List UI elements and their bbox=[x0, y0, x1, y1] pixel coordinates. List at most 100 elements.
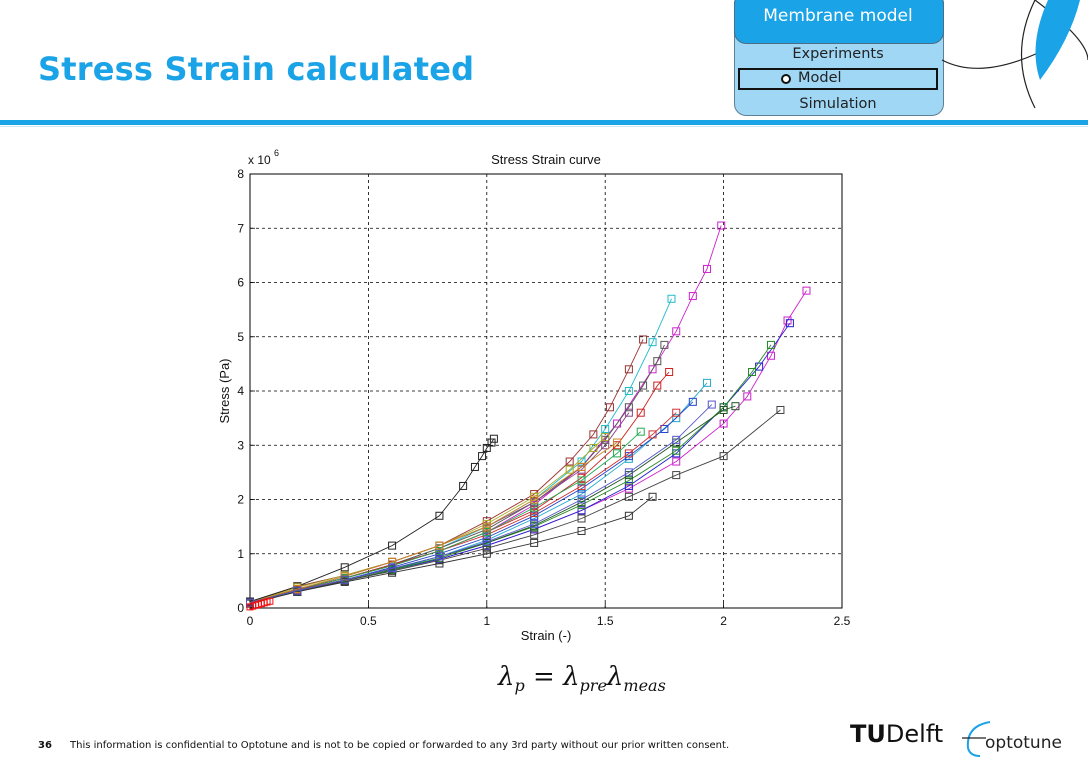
data-point bbox=[565, 457, 574, 466]
data-point bbox=[672, 471, 681, 480]
data-point bbox=[577, 462, 586, 471]
data-point bbox=[648, 492, 657, 501]
data-point bbox=[266, 597, 274, 605]
y-multiplier-exponent: 6 bbox=[274, 148, 279, 158]
data-point bbox=[672, 414, 681, 423]
series-line bbox=[249, 431, 642, 604]
data-point bbox=[482, 528, 491, 537]
data-point bbox=[660, 424, 669, 433]
page-number: 36 bbox=[38, 740, 52, 751]
chart-series-group bbox=[246, 221, 811, 611]
data-point bbox=[703, 264, 712, 273]
data-point bbox=[624, 468, 633, 477]
nav-item-model[interactable]: Model bbox=[798, 70, 842, 86]
data-point bbox=[636, 427, 645, 436]
data-point bbox=[435, 552, 444, 561]
data-point bbox=[688, 292, 697, 301]
data-point bbox=[613, 449, 622, 458]
data-point bbox=[293, 586, 302, 595]
data-point bbox=[748, 368, 757, 377]
section-nav-title: Membrane model bbox=[763, 6, 913, 26]
y-axis-label: Stress (Pa) bbox=[217, 358, 232, 423]
series-line bbox=[249, 436, 606, 604]
data-point bbox=[482, 522, 491, 531]
data-point bbox=[482, 537, 491, 546]
y-multiplier-label: x 10 bbox=[248, 153, 271, 167]
data-point bbox=[802, 286, 811, 295]
data-point bbox=[672, 408, 681, 417]
data-point bbox=[605, 403, 614, 412]
formula-sub-pre: pre bbox=[579, 676, 607, 696]
formula-sub-meas: meas bbox=[623, 676, 666, 696]
data-point bbox=[624, 408, 633, 417]
data-point bbox=[624, 481, 633, 490]
title-divider bbox=[0, 120, 1088, 125]
x-tick-label: 0 bbox=[247, 614, 254, 628]
data-point bbox=[388, 541, 397, 550]
data-point bbox=[703, 378, 712, 387]
data-point bbox=[577, 506, 586, 515]
data-point bbox=[470, 462, 479, 471]
data-point bbox=[530, 509, 539, 518]
data-point bbox=[766, 340, 775, 349]
data-point bbox=[530, 519, 539, 528]
data-point bbox=[648, 430, 657, 439]
data-point bbox=[717, 221, 726, 230]
data-point bbox=[577, 490, 586, 499]
nav-item-model-active-frame[interactable] bbox=[738, 68, 938, 90]
y-tick-label: 0 bbox=[237, 601, 244, 615]
data-point bbox=[624, 449, 633, 458]
data-point bbox=[530, 530, 539, 539]
data-point bbox=[731, 402, 740, 411]
series-line bbox=[249, 404, 713, 604]
data-point bbox=[766, 351, 775, 360]
formula-lambda-meas: λ bbox=[606, 662, 624, 692]
formula-equals: = bbox=[533, 662, 555, 692]
data-point bbox=[530, 538, 539, 547]
data-point bbox=[577, 495, 586, 504]
tudelft-logo-delft: Delft bbox=[885, 720, 944, 748]
data-point bbox=[624, 403, 633, 412]
data-point bbox=[672, 446, 681, 455]
data-point bbox=[719, 452, 728, 461]
data-point bbox=[672, 457, 681, 466]
data-point bbox=[577, 526, 586, 535]
data-point bbox=[459, 481, 468, 490]
tudelft-logo: TUDelft bbox=[850, 720, 943, 748]
x-tick-label: 0.5 bbox=[360, 614, 377, 628]
lens-decoration-icon bbox=[941, 0, 1088, 109]
data-point bbox=[613, 438, 622, 447]
data-point bbox=[639, 381, 648, 390]
series-line bbox=[249, 409, 781, 604]
y-tick-label: 3 bbox=[237, 438, 244, 452]
x-tick-label: 2.5 bbox=[834, 614, 851, 628]
data-point bbox=[776, 405, 785, 414]
formula-sub-p: p bbox=[514, 676, 525, 696]
formula-lambda-pre: λ bbox=[563, 662, 580, 692]
data-point bbox=[672, 327, 681, 336]
data-point bbox=[785, 319, 794, 328]
data-point bbox=[707, 400, 716, 409]
nav-item-experiments[interactable]: Experiments bbox=[792, 46, 884, 62]
y-tick-label: 4 bbox=[237, 384, 244, 398]
y-tick-label: 7 bbox=[237, 221, 244, 235]
data-point bbox=[435, 547, 444, 556]
data-point bbox=[340, 575, 349, 584]
y-tick-label: 5 bbox=[237, 330, 244, 344]
stretch-formula: λp = λpreλmeas bbox=[498, 662, 666, 695]
data-point bbox=[601, 441, 610, 450]
data-point bbox=[688, 397, 697, 406]
data-point bbox=[636, 408, 645, 417]
x-tick-label: 1.5 bbox=[597, 614, 614, 628]
data-point bbox=[478, 452, 487, 461]
y-tick-label: 8 bbox=[237, 167, 244, 181]
data-point bbox=[577, 481, 586, 490]
data-point bbox=[601, 424, 610, 433]
nav-item-simulation[interactable]: Simulation bbox=[799, 96, 877, 112]
series-line bbox=[249, 496, 653, 605]
x-tick-label: 2 bbox=[720, 614, 727, 628]
slide-title: Stress Strain calculated bbox=[38, 50, 475, 88]
data-point bbox=[624, 365, 633, 374]
y-tick-label: 1 bbox=[237, 547, 244, 561]
chart-ticks: 0 0.5 1 1.5 2 2.5 0 1 2 3 4 5 6 7 8 bbox=[237, 167, 850, 628]
